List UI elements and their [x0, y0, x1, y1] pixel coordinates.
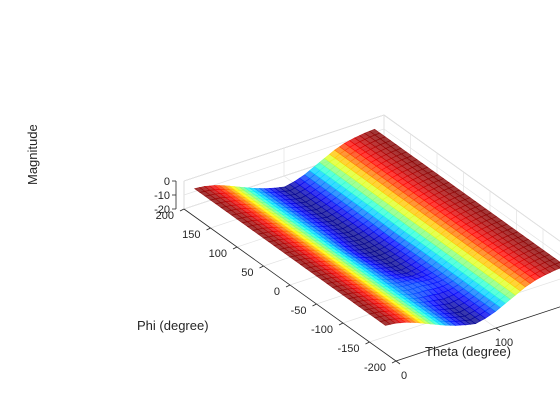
- x-tick: [395, 360, 401, 365]
- x-tick: [495, 327, 501, 332]
- z-axis-label: Magnitude: [25, 124, 40, 185]
- tick-marks: [172, 180, 501, 365]
- grid-line-z-wall: [383, 114, 560, 242]
- y-tick: [179, 208, 185, 212]
- z-tick-label: 0: [164, 176, 170, 188]
- surface-patch: [554, 261, 560, 269]
- y-tick: [338, 322, 344, 326]
- grid-line-z: [183, 114, 385, 182]
- z-tick-label: -20: [154, 204, 170, 216]
- y-tick: [259, 265, 264, 269]
- y-tick-label: -150: [337, 343, 359, 355]
- tick-labels: 0100200-200-150-100-50050100150200-20-10…: [154, 176, 513, 382]
- y-axis-label: Phi (degree): [137, 318, 209, 333]
- y-tick-label: -50: [291, 305, 307, 317]
- x-axis-label: Theta (degree): [425, 344, 511, 359]
- y-tick-label: 200: [156, 210, 174, 222]
- y-tick: [285, 284, 291, 288]
- y-tick-label: 50: [241, 267, 253, 279]
- surface-mesh: [193, 128, 560, 326]
- z-tick-label: -10: [154, 190, 170, 202]
- x-tick-label: 100: [495, 337, 513, 349]
- y-tick-label: 100: [209, 248, 227, 260]
- y-tick: [391, 360, 397, 364]
- grid-line-z-wall: [383, 128, 560, 256]
- y-tick: [206, 227, 211, 231]
- x-tick-label: 0: [401, 370, 407, 382]
- y-tick-label: 0: [274, 286, 280, 298]
- y-tick-label: -200: [364, 362, 386, 374]
- y-tick-label: -100: [311, 324, 333, 336]
- y-tick: [232, 246, 238, 250]
- y-tick-label: 150: [182, 229, 200, 241]
- y-tick: [312, 303, 317, 307]
- y-tick: [365, 341, 370, 345]
